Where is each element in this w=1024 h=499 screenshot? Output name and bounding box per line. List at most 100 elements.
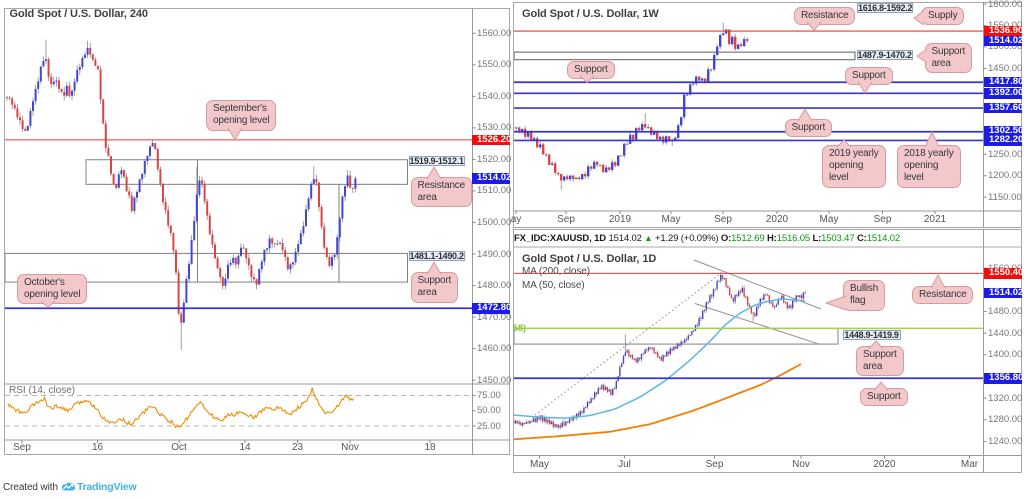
candle-body xyxy=(572,416,574,421)
candle-body xyxy=(711,295,713,297)
candle-body xyxy=(527,422,529,424)
candle-body xyxy=(558,425,560,428)
plot-240[interactable] xyxy=(5,39,472,350)
candle-body xyxy=(579,411,581,416)
candle-body xyxy=(349,175,352,188)
candle-body xyxy=(632,134,635,140)
candle-body xyxy=(644,349,646,354)
candle-body xyxy=(520,422,522,426)
panel-240 xyxy=(4,8,510,455)
candle-body xyxy=(759,298,761,306)
candle-body xyxy=(662,136,665,143)
candle-body xyxy=(549,419,551,424)
candle-body xyxy=(682,341,684,343)
candle-body xyxy=(60,88,63,92)
candle-body xyxy=(216,258,219,269)
candle-body xyxy=(206,201,209,216)
candle-body xyxy=(565,421,567,426)
zone-rect-support-area[interactable] xyxy=(514,51,856,61)
candle-body xyxy=(641,124,644,131)
candle-body xyxy=(644,124,647,128)
zone-rect-support-area[interactable] xyxy=(5,252,408,283)
candle-body xyxy=(250,265,253,277)
candle-body xyxy=(611,162,614,170)
candle-body xyxy=(649,347,652,349)
candle-body xyxy=(608,167,611,170)
candle-body xyxy=(703,310,706,312)
ma-line[interactable] xyxy=(513,298,806,419)
candle-body xyxy=(665,136,668,143)
candle-body xyxy=(788,305,790,309)
candle-body xyxy=(531,421,533,422)
candle-body xyxy=(294,251,297,263)
candle-body xyxy=(713,55,716,70)
zone-rect-resistance-area[interactable] xyxy=(85,159,408,185)
candle-body xyxy=(628,350,630,357)
candle-body xyxy=(514,421,515,424)
candle-body xyxy=(612,388,614,395)
candle-body xyxy=(590,166,593,169)
candle-body xyxy=(543,417,545,422)
candle-body xyxy=(16,108,19,118)
candle-body xyxy=(110,156,112,174)
candle-body xyxy=(659,136,662,140)
candle-body xyxy=(721,274,724,279)
candle-body xyxy=(606,387,608,392)
candle-body xyxy=(792,300,794,308)
plot-1W[interactable] xyxy=(512,22,983,190)
candle-body xyxy=(656,132,659,140)
candle-body xyxy=(712,289,715,297)
candle-body xyxy=(47,59,50,77)
candle-body xyxy=(647,127,650,129)
candle-body xyxy=(81,57,84,68)
candle-body xyxy=(19,117,21,121)
plot-1D[interactable] xyxy=(513,259,983,441)
candle-body xyxy=(774,306,776,308)
candle-body xyxy=(799,295,801,298)
panel-1W xyxy=(513,2,1022,228)
candle-body xyxy=(120,170,123,175)
candle-body xyxy=(692,83,695,85)
candle-body xyxy=(271,238,274,244)
candle-body xyxy=(795,295,797,302)
candle-body xyxy=(614,162,617,166)
candle-body xyxy=(615,381,617,389)
candle-body xyxy=(563,176,566,181)
candle-body xyxy=(524,128,527,137)
candle-body xyxy=(561,422,563,428)
candle-body xyxy=(675,346,677,349)
candle-body xyxy=(637,357,639,363)
candle-body xyxy=(626,143,629,145)
candle-body xyxy=(37,81,40,89)
candle-body xyxy=(198,180,201,195)
panel-1D xyxy=(513,229,1022,473)
dotted-trendline[interactable] xyxy=(534,270,725,416)
candle-body xyxy=(538,416,540,420)
candle-body xyxy=(310,183,313,199)
rsi-line[interactable] xyxy=(7,387,355,429)
candle-body xyxy=(786,302,788,309)
candle-body xyxy=(730,295,733,299)
ma-line[interactable] xyxy=(513,363,802,441)
candle-body xyxy=(567,421,569,423)
candle-body xyxy=(603,384,605,390)
candle-body xyxy=(746,39,749,41)
candle-body xyxy=(673,346,675,351)
candle-body xyxy=(133,197,136,211)
flag-channel-line[interactable] xyxy=(694,303,820,345)
candle-body xyxy=(76,69,79,82)
candle-body xyxy=(185,279,188,303)
candle-body xyxy=(156,148,159,170)
candle-body xyxy=(596,161,599,165)
candle-body xyxy=(527,131,530,137)
candle-body xyxy=(29,110,32,126)
candle-body xyxy=(743,287,745,297)
candle-body xyxy=(734,295,736,302)
candle-body xyxy=(180,313,183,323)
candle-body xyxy=(664,355,666,357)
candle-body xyxy=(781,295,783,299)
candle-body xyxy=(211,234,214,245)
candle-body xyxy=(516,420,518,424)
